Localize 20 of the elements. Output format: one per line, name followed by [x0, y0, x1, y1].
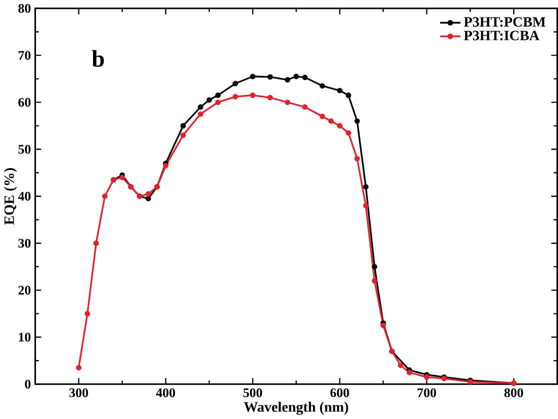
x-tick-label: 600 — [330, 388, 350, 398]
y-tick-label: 30 — [18, 238, 31, 248]
y-tick-label: 50 — [18, 144, 31, 154]
y-tick-label: 40 — [18, 192, 31, 201]
x-tick-label: 800 — [504, 388, 524, 398]
legend-label: P3HT:PCBM — [464, 17, 546, 27]
y-tick-label: 20 — [18, 286, 31, 295]
y-axis-title: EQE (%) — [4, 168, 17, 225]
x-tick-label: 300 — [69, 388, 88, 398]
y-tick-label: 80 — [18, 4, 31, 13]
y-tick-label: 10 — [18, 332, 31, 342]
x-tick-label: 700 — [418, 388, 436, 398]
y-tick-label: 0 — [24, 380, 31, 389]
legend-label: P3HT:ICBA — [464, 30, 540, 40]
x-tick-label: 400 — [156, 388, 176, 398]
x-tick-label: 500 — [243, 388, 262, 398]
y-tick-label: 70 — [18, 51, 31, 60]
x-axis-title: Wavelength (nm) — [244, 402, 348, 415]
annotation: b — [92, 50, 104, 67]
y-tick-label: 60 — [18, 98, 31, 107]
